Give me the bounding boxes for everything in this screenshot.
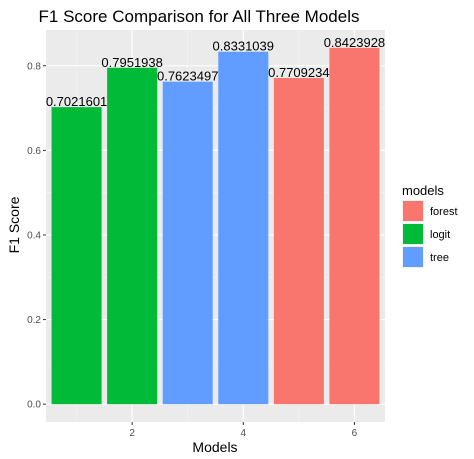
x-axis-title: Models [192,439,237,455]
bar-5-forest [273,78,324,405]
data-label-1: 0.7021601 [46,94,107,109]
y-tick-label: 0.4 [27,230,41,241]
y-tick-label: 0.0 [27,400,41,411]
x-tick-label: 2 [129,428,135,439]
y-tick-label: 0.2 [27,315,41,326]
y-axis-title: F1 Score [6,196,22,253]
plot-panel [46,30,385,422]
bar-4-tree [218,51,269,405]
bar-2-logit [107,67,158,405]
bar-6-forest [329,47,380,405]
x-tick-label: 6 [352,428,358,439]
panel-background [46,30,385,422]
legend-swatch-tree [403,247,423,267]
legend-label-forest: forest [430,206,458,218]
y-tick-label: 0.6 [27,146,41,157]
data-label-5: 0.7709234 [268,65,329,80]
legend-label-logit: logit [430,229,450,241]
data-label-3: 0.7623497 [157,69,218,84]
y-axis: 0.0 0.2 0.4 0.6 0.8 [27,61,46,411]
x-tick-label: 4 [241,428,247,439]
legend-title: models [402,183,444,198]
legend-swatch-forest [403,201,423,221]
chart-title: F1 Score Comparison for All Three Models [39,7,360,26]
x-axis: 2 4 6 [129,422,358,439]
legend-swatch-logit [403,224,423,244]
bar-1-logit [51,107,102,405]
data-label-2: 0.7951938 [101,55,162,70]
data-label-4: 0.8331039 [213,39,274,54]
bars [51,47,380,405]
legend: models forest logit tree [402,183,458,268]
legend-label-tree: tree [430,252,449,264]
y-tick-label: 0.8 [27,61,41,72]
bar-3-tree [162,81,213,405]
data-label-6: 0.8423928 [324,35,385,50]
